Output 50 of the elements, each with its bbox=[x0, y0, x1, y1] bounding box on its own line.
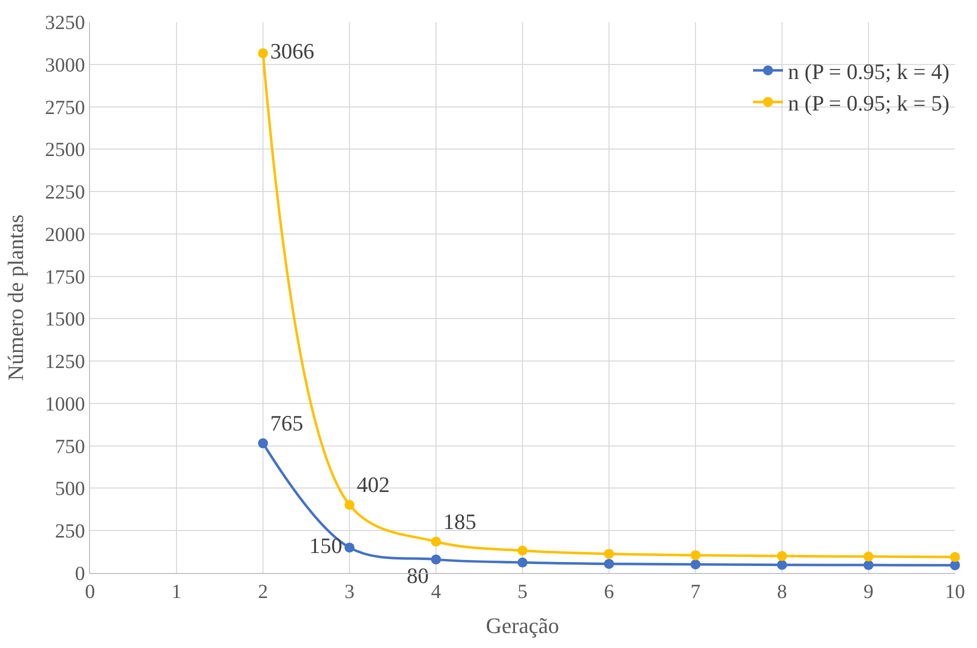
point bbox=[344, 500, 354, 510]
legend-label: n (P = 0.95; k = 4) bbox=[788, 58, 950, 84]
data-label: 150 bbox=[309, 533, 342, 558]
point bbox=[518, 557, 528, 568]
x-tick-label: 1 bbox=[172, 581, 182, 603]
x-tick-label: 7 bbox=[690, 581, 700, 603]
y-tick-label: 3250 bbox=[45, 12, 85, 34]
point bbox=[604, 558, 614, 569]
x-tick-label: 10 bbox=[945, 581, 965, 603]
y-tick-label: 1250 bbox=[45, 351, 85, 374]
y-tick-label: 1750 bbox=[45, 266, 85, 288]
data-label: 402 bbox=[356, 472, 390, 498]
y-tick-label: 2000 bbox=[45, 224, 85, 246]
y-tick-label: 500 bbox=[55, 478, 85, 500]
point bbox=[864, 552, 874, 562]
point bbox=[690, 559, 700, 570]
point bbox=[258, 48, 268, 58]
y-tick-label: 0 bbox=[75, 563, 85, 585]
point bbox=[431, 554, 441, 564]
data-label: 3066 bbox=[270, 38, 314, 64]
y-tick-label: 1000 bbox=[45, 393, 85, 416]
x-tick-label: 6 bbox=[604, 581, 614, 603]
x-tick-label: 2 bbox=[258, 581, 268, 603]
legend-label: n (P = 0.95; k = 5) bbox=[788, 90, 950, 116]
point bbox=[344, 542, 354, 553]
x-axis-title: Geração bbox=[486, 612, 560, 638]
point bbox=[431, 536, 441, 547]
x-tick-label: 4 bbox=[431, 581, 441, 603]
point bbox=[604, 548, 614, 559]
y-tick-label: 1500 bbox=[45, 308, 85, 331]
point bbox=[258, 438, 268, 448]
y-tick-label: 250 bbox=[55, 520, 85, 543]
data-label: 185 bbox=[443, 508, 476, 534]
point bbox=[864, 560, 874, 570]
x-tick-label: 3 bbox=[344, 581, 354, 603]
y-tick-label: 2250 bbox=[45, 182, 85, 204]
point bbox=[950, 552, 960, 562]
x-tick-label: 8 bbox=[777, 581, 787, 603]
y-tick-label: 3000 bbox=[45, 54, 85, 76]
x-tick-label: 9 bbox=[864, 581, 874, 603]
point bbox=[518, 546, 528, 556]
x-tick-label: 5 bbox=[518, 581, 528, 603]
data-label: 765 bbox=[270, 410, 304, 436]
point bbox=[777, 560, 787, 570]
point bbox=[777, 551, 787, 562]
y-tick-label: 2500 bbox=[45, 139, 85, 162]
y-tick-label: 2750 bbox=[45, 96, 85, 119]
point bbox=[690, 550, 700, 560]
y-tick-label: 750 bbox=[55, 436, 85, 458]
y-axis-title: Número de plantas bbox=[2, 214, 28, 381]
